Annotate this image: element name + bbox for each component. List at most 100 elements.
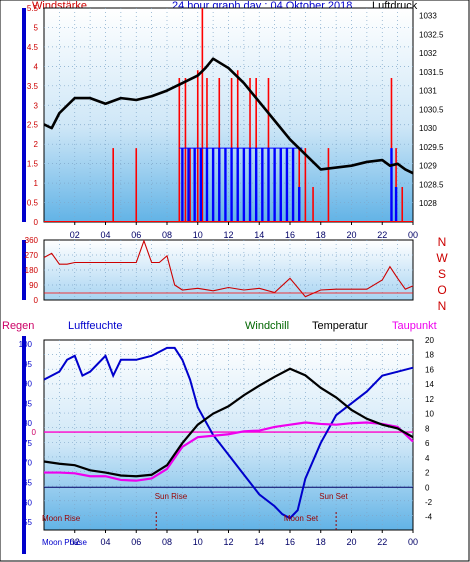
wind-xtick-label: 12 [223, 230, 233, 240]
temperature-ytick-label: -2 [425, 498, 433, 507]
temperature-ytick-label: 20 [425, 336, 434, 345]
temperature-ytick-label: 0 [425, 483, 430, 492]
humidity-ytick-label: 65 [23, 479, 32, 488]
pressure-ytick-label: 1028.5 [419, 180, 444, 189]
wind-xtick-label: 06 [131, 230, 141, 240]
pressure-ytick-label: 1030 [419, 124, 437, 133]
wind-xtick-label: 10 [193, 230, 203, 240]
temperature-ytick-label: 8 [425, 424, 430, 433]
wind-direction-line [43, 239, 414, 298]
humidity-ytick-label: 55 [23, 518, 32, 527]
wind-xtick-label: 18 [316, 230, 326, 240]
pressure-ytick-label: 1032.5 [419, 30, 444, 39]
wind-xtick-label: 22 [377, 230, 387, 240]
dewpoint-line [44, 421, 414, 482]
temp-xtick-label: 06 [131, 537, 141, 547]
temperature-line [43, 367, 414, 478]
temperature-grid [44, 340, 413, 530]
temperature-ytick-label: -4 [425, 513, 433, 522]
temp-xtick-label: 12 [223, 537, 233, 547]
direction-ytick-label: 270 [25, 251, 39, 260]
temp-xtick-label: 14 [254, 537, 264, 547]
wind-xtick-label: 02 [70, 230, 80, 240]
sun-rise-label: Sun Rise [155, 492, 188, 501]
wind-ytick-label: 2 [34, 140, 39, 149]
direction-grid [44, 240, 413, 300]
legend-temperatur: Temperatur [312, 320, 368, 332]
left-frame-bar-bottom [22, 336, 26, 554]
temp-xtick-label: 10 [193, 537, 203, 547]
humidity-line [43, 346, 414, 520]
legend-luftfeuchte: Luftfeuchte [68, 320, 123, 332]
legend-windchill: Windchill [245, 320, 290, 332]
temperature-ytick-label: 14 [425, 380, 434, 389]
wind-ytick-label: 4 [34, 62, 39, 71]
direction-ytick-label: 180 [25, 266, 39, 275]
legend-regen: Regen [2, 320, 35, 332]
wind-xtick-label: 20 [346, 230, 356, 240]
legend-taupunkt: Taupunkt [392, 320, 437, 332]
wind-xtick-label: 16 [285, 230, 295, 240]
pressure-ytick-label: 1028 [419, 199, 437, 208]
temp-xtick-label: 04 [100, 537, 110, 547]
left-frame-bar-mid [22, 240, 26, 300]
temp-xtick-label: 02 [70, 537, 80, 547]
humidity-ytick-label: 75 [23, 439, 32, 448]
wind-xtick-label: 04 [100, 230, 110, 240]
sun-set-label: Sun Set [319, 492, 348, 501]
wind-ytick-label: 0 [34, 218, 39, 227]
wind-ytick-label: 5 [34, 23, 39, 32]
temperature-ytick-label: 6 [425, 439, 430, 448]
temp-xtick-label: 00 [408, 537, 418, 547]
pressure-ytick-label: 1031 [419, 87, 437, 96]
wind-pressure-plot-area [43, 7, 414, 223]
humidity-ytick-label: 70 [23, 459, 32, 468]
moon-rise-label: Moon Rise [42, 514, 81, 523]
wind-ytick-label: 4.5 [27, 43, 39, 52]
wind-ytick-label: 1 [34, 179, 39, 188]
pressure-ytick-label: 1030.5 [419, 105, 444, 114]
pressure-ytick-label: 1033 [419, 12, 437, 21]
pressure-ytick-label: 1031.5 [419, 68, 444, 77]
wind-xtick-label: 08 [162, 230, 172, 240]
direction-letter: N [438, 299, 447, 313]
wind-ytick-label: 0.5 [27, 199, 39, 208]
humidity-ytick-label: 90 [23, 380, 32, 389]
moon-phase-label: Moon Phase [42, 538, 87, 547]
wind-ytick-label: 3.5 [27, 82, 39, 91]
wind-grid [44, 8, 413, 222]
direction-letter: W [436, 251, 448, 265]
rain-zero-label: 0 [32, 428, 37, 437]
direction-ytick-label: 360 [25, 236, 39, 245]
wind-ytick-label: 3 [34, 101, 39, 110]
direction-letter: O [437, 283, 446, 297]
pressure-line [43, 57, 414, 175]
wind-ytick-label: 2.5 [27, 121, 39, 130]
humidity-ytick-label: 95 [23, 360, 32, 369]
wind-ytick-label: 1.5 [27, 160, 39, 169]
temp-xtick-label: 20 [346, 537, 356, 547]
pressure-ytick-label: 1032 [419, 49, 437, 58]
temp-xtick-label: 08 [162, 537, 172, 547]
temperature-ytick-label: 16 [425, 365, 434, 374]
pressure-ytick-label: 1029 [419, 162, 437, 171]
temp-xtick-label: 16 [285, 537, 295, 547]
moon-set-label: Moon Set [284, 514, 319, 523]
temperature-ytick-label: 4 [425, 454, 430, 463]
humidity-ytick-label: 85 [23, 399, 32, 408]
wind-xtick-label: 14 [254, 230, 264, 240]
humidity-ytick-label: 60 [23, 498, 32, 507]
direction-letter: S [438, 267, 446, 281]
temperature-ytick-label: 18 [425, 351, 434, 360]
temperature-ytick-label: 12 [425, 395, 434, 404]
temperature-ytick-label: 2 [425, 469, 430, 478]
wind-ytick-label: 5.5 [27, 4, 39, 13]
humidity-ytick-label: 80 [23, 419, 32, 428]
direction-ytick-label: 90 [29, 281, 38, 290]
temperature-ytick-label: 10 [425, 410, 434, 419]
temp-xtick-label: 18 [316, 537, 326, 547]
temp-xtick-label: 22 [377, 537, 387, 547]
